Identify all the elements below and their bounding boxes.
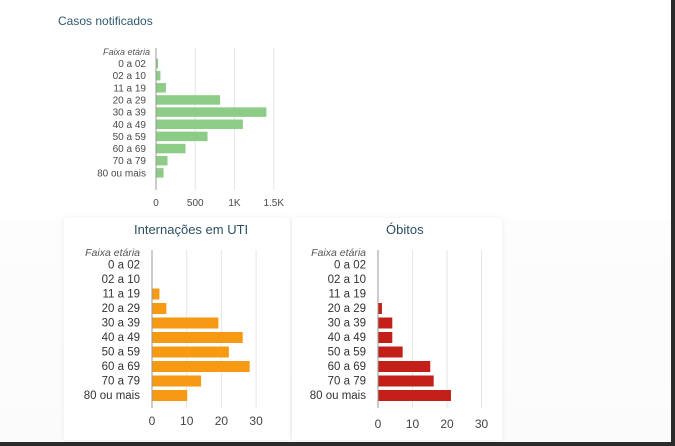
obitos-category-label: 80 ou mais [310,390,367,402]
obitos-bar [378,332,393,343]
casos-x-tick-label: 0 [153,198,159,209]
uti-bar [152,375,202,387]
obitos-category-label: 50 a 59 [328,347,366,359]
casos-x-tick-label: 500 [187,198,204,209]
uti-bar [152,332,243,343]
obitos-category-label: 70 a 79 [328,376,366,388]
uti-bar [152,361,250,372]
casos-x-tick-label: 1K [228,198,241,209]
uti-bar [152,303,167,314]
uti-x-tick-label: 10 [180,414,194,428]
casos-category-label: 20 a 29 [113,95,147,106]
casos-category-label: 70 a 79 [113,156,147,167]
casos-bar [156,131,208,142]
obitos-category-label: 60 a 69 [328,361,366,373]
casos-bar [156,107,267,117]
uti-category-label: 60 a 69 [102,361,140,373]
uti-category-label: 50 a 59 [102,347,140,359]
casos-category-label: 60 a 69 [113,144,147,155]
obitos-x-tick-label: 30 [475,417,489,431]
casos-bar [156,168,164,178]
uti-x-tick-label: 20 [215,414,229,428]
obitos-bar [378,390,451,401]
casos-category-label: 02 a 10 [113,71,147,82]
casos-bar [156,58,159,69]
obitos-category-label: 20 a 29 [328,303,366,315]
obitos-x-tick-label: 10 [406,417,420,431]
uti-category-label: 20 a 29 [102,303,140,315]
uti-category-label: 40 a 49 [102,332,140,344]
uti-bar [152,288,160,300]
uti-x-tick-label: 0 [149,414,156,428]
obitos-category-label: 30 a 39 [328,318,366,330]
obitos-x-tick-label: 0 [375,417,382,431]
obitos-category-header: Faixa etária [311,247,366,259]
uti-chart-title: Internações em UTI [134,222,249,237]
casos-category-label: 80 ou mais [97,168,146,179]
obitos-bar [378,361,431,372]
obitos-category-label: 0 a 02 [334,260,366,272]
casos-bar [156,155,168,166]
casos-category-label: 50 a 59 [113,132,147,143]
obitos-chart-title: Óbitos [386,222,424,237]
uti-category-label: 0 a 02 [108,260,140,272]
casos-bar [156,70,161,81]
uti-category-label: 30 a 39 [102,318,140,330]
casos-panel [0,0,671,218]
obitos-bar [378,375,434,387]
casos-bar [156,119,243,129]
uti-bar [152,346,229,358]
uti-category-label: 02 a 10 [102,274,140,286]
obitos-x-tick-label: 20 [440,417,454,431]
casos-category-label: 40 a 49 [113,120,147,131]
casos-category-header: Faixa etária [103,47,150,57]
casos-category-label: 11 a 19 [113,83,146,94]
casos-category-label: 30 a 39 [113,108,147,119]
uti-category-label: 80 ou mais [84,390,141,402]
obitos-category-label: 40 a 49 [328,332,366,344]
obitos-bar [378,303,382,314]
uti-category-label: 11 a 19 [102,289,140,301]
uti-category-header: Faixa etária [85,247,140,259]
obitos-category-label: 02 a 10 [328,274,366,286]
uti-category-label: 70 a 79 [102,376,140,388]
obitos-bar [378,346,403,358]
obitos-bar [378,317,393,329]
casos-bar [156,95,221,105]
casos-category-label: 0 a 02 [118,59,146,70]
obitos-category-label: 11 a 19 [328,289,366,301]
uti-bar [152,317,219,329]
casos-chart-title: Casos notificados [58,14,153,28]
casos-bar [156,83,166,93]
obitos-panel [292,218,502,440]
uti-panel [64,218,290,440]
uti-x-tick-label: 30 [249,414,263,428]
casos-bar [156,143,186,154]
uti-bar [152,390,188,401]
casos-x-tick-label: 1.5K [263,198,284,209]
